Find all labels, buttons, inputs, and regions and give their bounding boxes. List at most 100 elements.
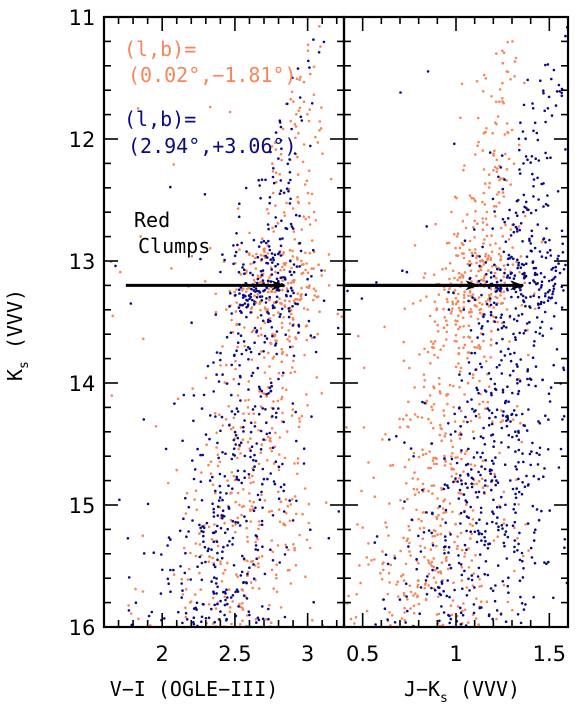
scatter-point-orange: [493, 149, 496, 152]
scatter-point-blue: [500, 313, 504, 317]
scatter-point-blue: [283, 276, 287, 280]
scatter-point-orange: [137, 617, 140, 621]
scatter-point-blue: [509, 420, 512, 423]
scatter-point-orange: [248, 499, 252, 503]
scatter-point-blue: [242, 340, 246, 343]
scatter-point-orange: [513, 526, 516, 530]
scatter-point-blue: [479, 473, 482, 477]
scatter-point-blue: [516, 381, 519, 385]
scatter-point-orange: [432, 273, 436, 277]
scatter-point-blue: [247, 294, 251, 297]
scatter-point-blue: [528, 452, 532, 456]
scatter-point-blue: [538, 422, 542, 425]
scatter-point-orange: [408, 541, 411, 545]
scatter-point-orange: [321, 152, 324, 155]
scatter-point-blue: [516, 214, 519, 217]
scatter-point-blue: [546, 290, 550, 294]
scatter-point-orange: [495, 52, 498, 55]
scatter-point-orange: [251, 474, 254, 478]
scatter-point-orange: [497, 190, 501, 194]
scatter-point-blue: [484, 530, 487, 533]
scatter-point-blue: [507, 400, 510, 404]
scatter-point-orange: [225, 363, 228, 367]
scatter-point-blue: [507, 445, 510, 449]
scatter-point-orange: [448, 502, 452, 505]
scatter-point-orange: [453, 540, 456, 544]
scatter-point-blue: [479, 362, 482, 366]
scatter-point-blue: [244, 186, 248, 190]
scatter-point-orange: [502, 583, 506, 587]
scatter-point-orange: [463, 343, 467, 347]
scatter-point-orange: [429, 466, 433, 470]
scatter-point-blue: [262, 350, 265, 353]
scatter-point-orange: [436, 595, 440, 599]
scatter-point-blue: [546, 204, 550, 207]
scatter-point-orange: [468, 239, 472, 243]
scatter-point-blue: [562, 368, 566, 372]
scatter-point-orange: [438, 423, 442, 427]
scatter-point-orange: [437, 293, 441, 296]
scatter-point-blue: [555, 348, 559, 351]
scatter-point-orange: [423, 347, 426, 351]
scatter-point-orange: [463, 164, 466, 167]
scatter-point-blue: [545, 562, 548, 566]
scatter-point-blue: [468, 589, 471, 592]
scatter-point-blue: [478, 255, 481, 258]
scatter-point-blue: [245, 315, 248, 319]
scatter-point-orange: [469, 419, 473, 423]
scatter-point-orange: [280, 395, 284, 399]
scatter-point-orange: [523, 214, 527, 218]
scatter-point-blue: [517, 314, 520, 317]
scatter-point-blue: [199, 526, 202, 530]
scatter-point-blue: [516, 613, 520, 616]
scatter-point-blue: [507, 253, 511, 257]
scatter-point-orange: [399, 549, 402, 553]
scatter-point-orange: [425, 295, 428, 298]
scatter-point-orange: [396, 580, 400, 584]
scatter-point-orange: [372, 476, 375, 480]
scatter-point-blue: [427, 529, 431, 532]
scatter-point-blue: [242, 557, 246, 560]
scatter-point-blue: [306, 277, 309, 281]
scatter-point-orange: [401, 573, 405, 576]
scatter-point-blue: [235, 232, 238, 235]
scatter-point-orange: [429, 340, 433, 343]
scatter-point-orange: [358, 564, 361, 567]
scatter-point-blue: [550, 296, 554, 300]
scatter-point-blue: [297, 325, 301, 328]
scatter-point-blue: [476, 336, 479, 339]
scatter-point-orange: [172, 573, 176, 576]
scatter-point-orange: [289, 97, 293, 101]
scatter-point-blue: [518, 579, 522, 582]
scatter-point-blue: [225, 492, 228, 495]
scatter-point-orange: [421, 448, 424, 452]
scatter-point-orange: [268, 377, 272, 381]
scatter-point-orange: [477, 140, 480, 144]
scatter-point-orange: [495, 205, 498, 208]
scatter-point-orange: [271, 226, 274, 230]
scatter-point-blue: [518, 228, 521, 232]
scatter-point-orange: [484, 254, 487, 258]
scatter-point-blue: [288, 171, 292, 174]
scatter-point-blue: [260, 523, 264, 527]
scatter-point-orange: [323, 269, 327, 272]
scatter-point-blue: [496, 267, 499, 271]
scatter-point-blue: [299, 115, 303, 119]
scatter-point-blue: [464, 482, 468, 485]
scatter-point-blue: [260, 273, 264, 277]
scatter-point-blue: [539, 326, 542, 330]
scatter-point-blue: [200, 529, 203, 533]
scatter-point-blue: [443, 535, 447, 538]
scatter-point-orange: [228, 289, 232, 293]
scatter-point-orange: [465, 503, 468, 507]
scatter-point-orange: [269, 437, 272, 440]
scatter-point-orange: [499, 255, 503, 258]
scatter-point-blue: [538, 332, 541, 335]
scatter-point-blue: [184, 611, 188, 615]
scatter-point-orange: [289, 119, 293, 123]
scatter-point-blue: [465, 500, 469, 504]
legend: (l,b)= (0.02°,−1.81°) (l,b)= (2.94°,+3.0…: [124, 37, 297, 158]
scatter-point-orange: [186, 578, 190, 581]
scatter-point-orange: [290, 414, 294, 417]
scatter-point-orange: [250, 358, 254, 361]
